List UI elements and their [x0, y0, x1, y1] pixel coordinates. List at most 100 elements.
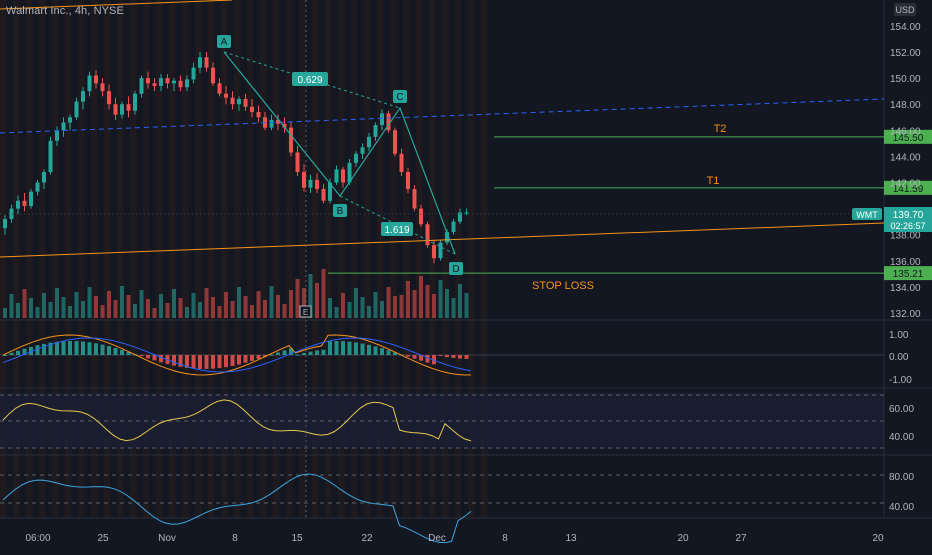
macd-bar — [120, 349, 124, 355]
candle-body — [224, 93, 228, 98]
session-shade — [351, 0, 358, 518]
volume-bar — [321, 269, 326, 318]
session-shade — [13, 0, 20, 518]
session-shade — [39, 0, 46, 518]
volume-bar — [334, 307, 339, 318]
volume-bar — [386, 287, 391, 318]
session-shade — [156, 0, 163, 518]
candle-body — [380, 113, 384, 126]
candle-body — [282, 123, 287, 128]
macd-bar — [152, 355, 157, 361]
volume-bar — [432, 294, 436, 318]
current-price-tag — [884, 207, 932, 232]
macd-bar — [386, 350, 391, 355]
price-axis-tick: 138.00 — [890, 231, 921, 242]
candle-body — [68, 117, 72, 123]
volume-bar — [263, 300, 267, 318]
macd-bar — [295, 354, 300, 356]
time-axis-tick: 8 — [232, 533, 238, 544]
level-text-0: T2 — [714, 123, 727, 135]
volume-bar — [3, 308, 7, 318]
candle-body — [445, 232, 449, 243]
time-axis-tick: 06:00 — [25, 533, 50, 544]
candle-body — [308, 179, 313, 188]
candle-body — [165, 78, 170, 84]
candle-body — [393, 130, 397, 154]
candle-body — [341, 169, 345, 183]
volume-bar — [230, 301, 235, 318]
session-shade — [117, 0, 124, 518]
price-axis-tick: 134.00 — [890, 283, 921, 294]
session-shade — [130, 0, 137, 518]
session-shade — [143, 0, 150, 518]
volume-bar — [120, 286, 124, 318]
volume-bar — [133, 304, 137, 318]
candle-body — [354, 153, 358, 163]
volume-bar — [289, 290, 293, 318]
candle-body — [432, 245, 436, 259]
volume-bar — [94, 296, 98, 318]
time-axis-tick: 27 — [735, 533, 747, 544]
pattern-ratio-label: 1.619 — [384, 225, 409, 236]
price-axis-tick: 150.00 — [890, 74, 921, 85]
volume-bar — [107, 291, 111, 318]
volume-bar — [172, 289, 176, 318]
session-shade — [169, 0, 176, 518]
pattern-ratio-box — [292, 72, 328, 86]
session-shade — [390, 0, 397, 518]
level-text-1: T1 — [707, 175, 720, 187]
candle-body — [347, 162, 352, 183]
macd-bar — [61, 341, 66, 355]
candle-body — [94, 75, 98, 84]
candle-body — [61, 122, 66, 131]
session-shade — [182, 0, 189, 518]
volume-bar — [406, 281, 410, 318]
trendline-orange — [0, 222, 885, 258]
volume-bar — [204, 288, 209, 318]
candle-body — [256, 112, 261, 118]
time-axis-tick: 20 — [872, 533, 884, 544]
pattern-point-label: C — [396, 92, 403, 103]
candle-body — [328, 182, 332, 201]
macd-bar — [22, 348, 27, 355]
macd-bar — [237, 355, 241, 365]
macd-signal-line — [2, 334, 472, 376]
session-shade — [338, 0, 345, 518]
macd-bar — [341, 341, 345, 355]
macd-bar — [464, 355, 469, 359]
macd-bar — [159, 355, 163, 363]
pattern-point-label: D — [452, 264, 459, 275]
volume-bar — [360, 297, 365, 318]
volume-bar — [48, 302, 53, 318]
volume-bar — [146, 299, 150, 318]
pattern-point-a — [217, 35, 231, 48]
macd-bar — [113, 347, 118, 355]
candle-body — [159, 78, 163, 86]
candle-body — [3, 219, 7, 229]
price-axis-tick: 154.00 — [890, 22, 921, 33]
candle-body — [321, 189, 326, 201]
macd-bar — [328, 341, 332, 355]
candle-body — [211, 67, 215, 84]
time-axis-tick: 25 — [97, 533, 109, 544]
currency-badge — [894, 3, 916, 16]
ticker-symbol: WMT — [856, 210, 878, 220]
level-text-2: STOP LOSS — [532, 280, 594, 292]
pattern-point-label: B — [337, 206, 344, 217]
macd-bar — [3, 355, 7, 356]
level-price-label: 145.50 — [893, 133, 924, 144]
macd-bar — [217, 355, 222, 369]
session-shade — [52, 0, 59, 518]
ticker-symbol-tag — [852, 208, 882, 220]
macd-bar — [289, 348, 293, 355]
session-shade — [78, 0, 85, 518]
macd-bar — [406, 355, 410, 357]
macd-bar — [139, 355, 144, 357]
session-shade — [221, 0, 228, 518]
candle-body — [42, 172, 46, 183]
macd-bar — [16, 350, 20, 355]
macd-bar — [146, 355, 150, 359]
macd-bar — [354, 342, 358, 355]
